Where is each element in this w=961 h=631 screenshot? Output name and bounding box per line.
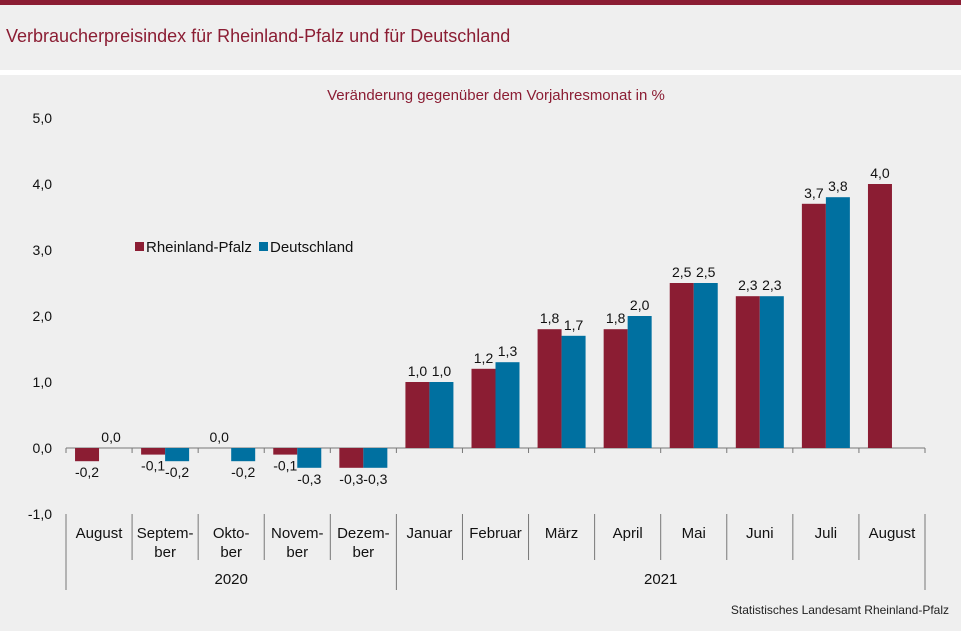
year-label: 2021 — [644, 571, 677, 588]
top-accent-rule — [0, 0, 961, 5]
x-category-label: ber — [220, 544, 242, 561]
bar-rheinland-pfalz — [339, 448, 364, 468]
bar-deutschland — [627, 316, 652, 448]
data-label: 1,0 — [432, 363, 452, 379]
y-tick-label: 3,0 — [33, 242, 53, 258]
x-category-label: Januar — [406, 525, 452, 542]
x-category-label: Mai — [682, 525, 706, 542]
bar-deutschland — [363, 448, 388, 468]
x-category-label: Septem- — [137, 525, 194, 542]
data-label: 1,2 — [474, 350, 494, 366]
bar-rheinland-pfalz — [603, 329, 628, 448]
title-divider — [0, 70, 961, 75]
bar-rheinland-pfalz — [735, 296, 760, 448]
legend-swatch — [135, 242, 144, 251]
data-label: -0,3 — [339, 471, 363, 487]
data-label: -0,2 — [165, 464, 189, 480]
bar-rheinland-pfalz — [867, 184, 892, 448]
x-category-label: Okto- — [213, 525, 250, 542]
data-label: 2,3 — [762, 277, 782, 293]
x-category-label: ber — [286, 544, 308, 561]
data-label: 0,0 — [209, 429, 229, 445]
y-tick-label: 0,0 — [33, 440, 53, 456]
x-category-label: März — [545, 525, 578, 542]
x-category-label: August — [869, 525, 917, 542]
bar-rheinland-pfalz — [273, 448, 298, 455]
data-label: 2,3 — [738, 277, 758, 293]
bar-deutschland — [561, 335, 586, 448]
bar-deutschland — [297, 448, 322, 468]
x-category-label: Dezem- — [337, 525, 390, 542]
chart-subtitle: Veränderung gegenüber dem Vorjahresmonat… — [327, 87, 665, 104]
x-category-label: Novem- — [271, 525, 324, 542]
y-tick-label: 5,0 — [33, 110, 53, 126]
y-tick-label: 4,0 — [33, 176, 53, 192]
bar-deutschland — [759, 296, 784, 448]
y-tick-label: 1,0 — [33, 374, 53, 390]
bar-deutschland — [495, 362, 520, 448]
x-category-label: Juni — [746, 525, 774, 542]
data-label: 2,5 — [672, 264, 692, 280]
page-title: Verbraucherpreisindex für Rheinland-Pfal… — [6, 26, 511, 46]
bar-rheinland-pfalz — [801, 203, 826, 448]
x-category-label: ber — [154, 544, 176, 561]
data-label: 3,7 — [804, 185, 824, 201]
bar-deutschland — [429, 382, 454, 448]
bar-rheinland-pfalz — [141, 448, 166, 455]
bar-deutschland — [165, 448, 190, 462]
bar-deutschland — [693, 283, 718, 448]
legend-label: Deutschland — [270, 239, 353, 256]
bar-deutschland — [231, 448, 256, 462]
year-label: 2020 — [215, 571, 248, 588]
y-tick-label: 2,0 — [33, 308, 53, 324]
bar-rheinland-pfalz — [75, 448, 100, 462]
x-category-label: August — [76, 525, 124, 542]
x-category-label: April — [613, 525, 643, 542]
bar-rheinland-pfalz — [537, 329, 562, 448]
data-label: 1,8 — [540, 310, 560, 326]
bar-rheinland-pfalz — [669, 283, 694, 448]
x-category-label: Februar — [469, 525, 522, 542]
data-label: 1,7 — [564, 317, 584, 333]
bar-rheinland-pfalz — [471, 368, 496, 448]
legend-swatch — [259, 242, 268, 251]
data-label: 1,3 — [498, 343, 518, 359]
data-label: -0,1 — [273, 458, 297, 474]
bar-rheinland-pfalz — [405, 382, 430, 448]
data-label: -0,2 — [231, 464, 255, 480]
y-tick-label: -1,0 — [28, 506, 52, 522]
x-category-label: ber — [353, 544, 375, 561]
source-note: Statistisches Landesamt Rheinland-Pfalz — [730, 603, 949, 617]
data-label: -0,3 — [363, 471, 387, 487]
data-label: -0,2 — [75, 464, 99, 480]
data-label: 3,8 — [828, 178, 848, 194]
data-label: 4,0 — [870, 165, 890, 181]
data-label: 0,0 — [101, 429, 121, 445]
data-label: 1,8 — [606, 310, 626, 326]
data-label: 2,0 — [630, 297, 650, 313]
legend-label: Rheinland-Pfalz — [146, 239, 252, 256]
data-label: -0,3 — [297, 471, 321, 487]
data-label: -0,1 — [141, 458, 165, 474]
data-label: 2,5 — [696, 264, 716, 280]
bar-deutschland — [825, 197, 850, 448]
data-label: 1,0 — [408, 363, 428, 379]
x-category-label: Juli — [815, 525, 838, 542]
